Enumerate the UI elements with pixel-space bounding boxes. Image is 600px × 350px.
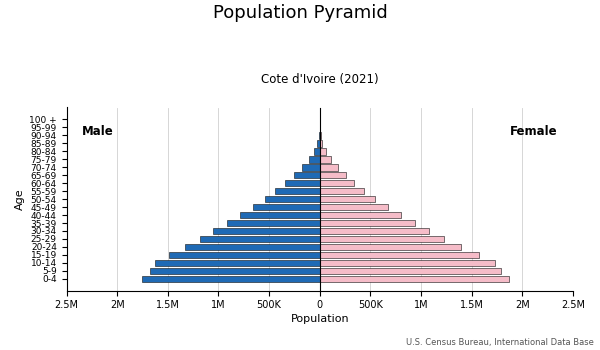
Bar — [320, 275, 509, 282]
Text: Male: Male — [82, 125, 113, 138]
Bar — [319, 132, 320, 139]
Bar — [314, 148, 320, 155]
Bar — [320, 267, 501, 274]
Bar — [320, 172, 346, 178]
Bar — [320, 244, 461, 250]
Bar — [294, 172, 320, 178]
Bar — [320, 148, 326, 155]
Bar — [320, 236, 445, 242]
Bar — [302, 164, 320, 170]
Bar — [320, 188, 364, 195]
Bar — [265, 196, 320, 202]
Bar — [320, 140, 322, 147]
Bar — [214, 228, 320, 234]
Bar — [308, 156, 320, 162]
Bar — [185, 244, 320, 250]
Bar — [142, 275, 320, 282]
Bar — [320, 212, 401, 218]
Bar — [317, 140, 320, 147]
Bar — [149, 267, 320, 274]
Bar — [320, 180, 354, 187]
Bar — [320, 196, 376, 202]
Bar — [320, 204, 388, 210]
Text: Female: Female — [510, 125, 558, 138]
Bar — [320, 252, 479, 258]
Bar — [320, 219, 415, 226]
Bar — [320, 260, 495, 266]
Bar — [200, 236, 320, 242]
Bar — [227, 219, 320, 226]
Text: Population Pyramid: Population Pyramid — [212, 4, 388, 21]
Bar — [253, 204, 320, 210]
Bar — [320, 228, 429, 234]
Bar — [275, 188, 320, 195]
Bar — [169, 252, 320, 258]
Bar — [320, 156, 331, 162]
Bar — [320, 164, 338, 170]
X-axis label: Population: Population — [290, 315, 349, 324]
Bar — [155, 260, 320, 266]
Title: Cote d'Ivoire (2021): Cote d'Ivoire (2021) — [261, 72, 379, 85]
Y-axis label: Age: Age — [15, 188, 25, 210]
Text: U.S. Census Bureau, International Data Base: U.S. Census Bureau, International Data B… — [406, 337, 594, 346]
Bar — [240, 212, 320, 218]
Bar — [286, 180, 320, 187]
